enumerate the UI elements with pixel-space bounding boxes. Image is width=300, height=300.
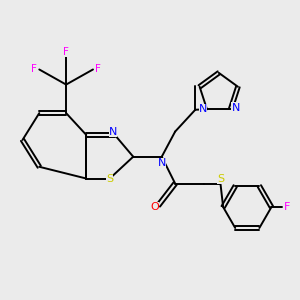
Text: F: F xyxy=(284,202,291,212)
Text: F: F xyxy=(31,64,37,74)
Text: S: S xyxy=(106,174,113,184)
Text: N: N xyxy=(232,103,240,112)
Text: S: S xyxy=(217,173,224,184)
Text: N: N xyxy=(109,127,117,137)
Text: N: N xyxy=(199,104,207,114)
Text: F: F xyxy=(63,47,69,57)
Text: N: N xyxy=(158,158,166,168)
Text: F: F xyxy=(95,64,101,74)
Text: O: O xyxy=(150,202,159,212)
